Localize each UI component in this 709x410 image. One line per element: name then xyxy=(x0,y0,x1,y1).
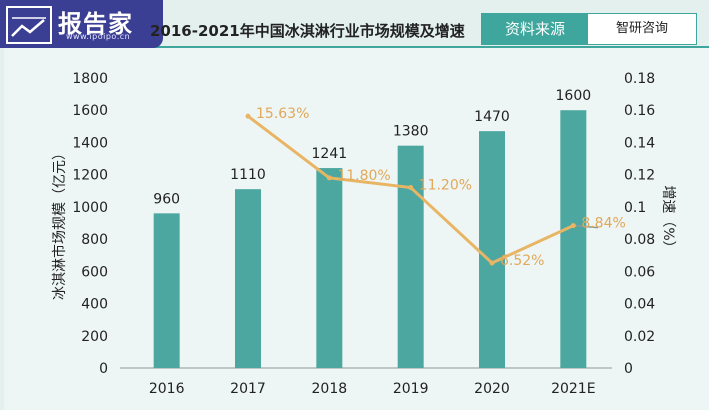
logo-name: 报告家 xyxy=(58,10,133,38)
bar-value-label: 1110 xyxy=(230,167,266,183)
y-tick-label: 1800 xyxy=(72,71,108,87)
source-box: 资料来源 智研咨询 xyxy=(481,13,697,45)
bar-value-label: 1380 xyxy=(393,124,429,140)
y-tick-label: 1200 xyxy=(72,168,108,184)
bar-value-label: 1241 xyxy=(312,146,348,162)
y-axis-title: 冰淇淋市场规模（亿元） xyxy=(51,146,68,300)
y2-tick-label: 0.04 xyxy=(624,297,655,313)
bar xyxy=(479,131,505,368)
y-tick-label: 600 xyxy=(81,264,108,280)
y2-tick-label: 0.1 xyxy=(624,200,646,216)
y2-tick-label: 0.02 xyxy=(624,329,655,345)
y2-tick-label: 0.06 xyxy=(624,264,655,280)
source-label: 资料来源 xyxy=(482,14,588,44)
bar-value-label: 1600 xyxy=(556,88,592,104)
growth-value-label: 8.84% xyxy=(581,216,625,232)
x-tick-label: 2019 xyxy=(393,381,429,397)
bar-value-label: 960 xyxy=(153,191,180,207)
bar xyxy=(560,110,587,368)
x-tick-label: 2017 xyxy=(230,381,266,397)
growth-point xyxy=(489,260,495,266)
growth-point xyxy=(245,113,251,119)
bar xyxy=(153,213,180,368)
bar xyxy=(235,189,261,368)
title-underline xyxy=(0,46,709,48)
growth-value-label: 6.52% xyxy=(500,253,544,269)
x-tick-label: 2016 xyxy=(149,381,185,397)
y2-tick-label: 0.08 xyxy=(624,232,655,248)
y2-tick-label: 0 xyxy=(624,361,633,377)
chart-logo-icon xyxy=(6,6,52,44)
x-tick-label: 2020 xyxy=(474,381,510,397)
y-tick-label: 200 xyxy=(81,329,108,345)
y-tick-label: 1000 xyxy=(72,200,108,216)
y-tick-label: 800 xyxy=(81,232,108,248)
y2-tick-label: 0.14 xyxy=(624,135,655,151)
y2-axis-title: 增速（%） xyxy=(660,185,676,254)
source-value: 智研咨询 xyxy=(615,21,668,36)
x-tick-label: 2018 xyxy=(312,381,348,397)
y2-tick-label: 0.18 xyxy=(624,71,655,87)
bar-value-label: 1470 xyxy=(474,109,510,125)
growth-line-tail xyxy=(573,224,599,229)
bar xyxy=(397,145,424,368)
growth-point xyxy=(570,223,576,229)
growth-point xyxy=(326,175,332,181)
bar xyxy=(316,168,343,368)
y-tick-label: 0 xyxy=(99,361,108,377)
growth-value-label: 11.80% xyxy=(337,168,390,184)
logo-url: www.ipoipo.cn xyxy=(66,32,131,41)
y-tick-label: 400 xyxy=(81,297,108,313)
y2-tick-label: 0.12 xyxy=(624,168,655,184)
x-tick-label: 2021E xyxy=(551,381,595,397)
chart-panel xyxy=(4,48,709,410)
growth-value-label: 15.63% xyxy=(256,106,309,122)
y-tick-label: 1400 xyxy=(72,135,108,151)
chart-title: 2016-2021年中国冰淇淋行业市场规模及增速 xyxy=(150,22,465,40)
y2-tick-label: 0.16 xyxy=(624,103,655,119)
growth-value-label: 11.20% xyxy=(419,178,472,194)
growth-point xyxy=(408,185,414,191)
y-tick-label: 1600 xyxy=(72,103,108,119)
logo: 报告家 www.ipoipo.cn xyxy=(0,0,163,48)
